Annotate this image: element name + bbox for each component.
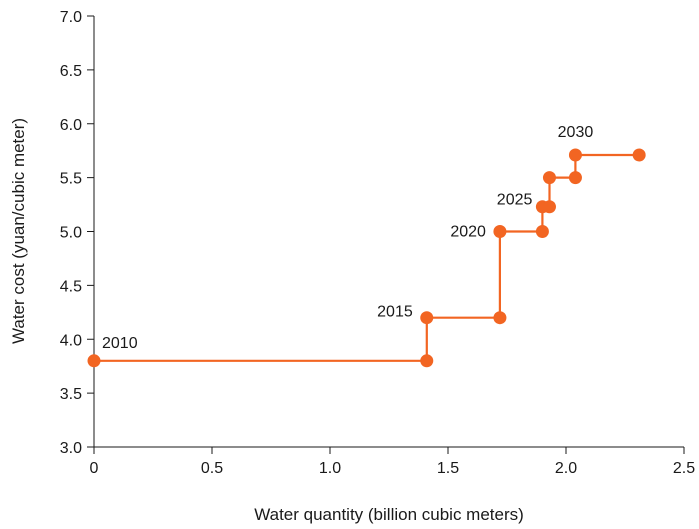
x-tick-label: 0.5 [201, 460, 223, 477]
data-point [568, 148, 582, 162]
series-line [94, 153, 640, 362]
y-tick-label: 7.0 [60, 9, 82, 26]
data-point [568, 171, 582, 185]
annotations: 2010 2015 2020 2025 2030 [102, 124, 593, 352]
series-water-cost [87, 148, 646, 368]
axes: 0 0.5 1.0 1.5 2.0 2.5 3.0 3.5 4.0 4.5 5.0 5.5 6.0 6.5… [60, 9, 695, 477]
annotation-label: 2025 [497, 192, 533, 209]
x-tick-label: 1.5 [437, 460, 459, 477]
x-tick-label: 0 [90, 460, 99, 477]
annotation-label: 2010 [102, 335, 138, 352]
x-tick-label: 2.5 [673, 460, 695, 477]
x-tick-label: 1.0 [319, 460, 341, 477]
y-tick-label: 6.0 [60, 117, 82, 134]
data-point [493, 225, 507, 238]
data-point [493, 311, 507, 325]
y-tick-label: 3.5 [60, 386, 82, 403]
y-axis-title: Water cost (yuan/cubic meter) [9, 118, 28, 344]
data-point [87, 354, 101, 368]
data-point [542, 200, 556, 214]
annotation-label: 2030 [558, 124, 594, 141]
annotation-label: 2020 [450, 224, 486, 241]
y-tick-label: 4.0 [60, 332, 82, 349]
data-point [632, 148, 646, 162]
y-tick-label: 3.0 [60, 440, 82, 457]
data-point [420, 354, 434, 368]
annotation-label: 2015 [377, 304, 413, 321]
data-point [542, 171, 556, 185]
y-tick-label: 5.0 [60, 225, 82, 242]
y-tick-label: 4.5 [60, 278, 82, 295]
data-point [535, 225, 549, 238]
y-tick-label: 6.5 [60, 63, 82, 80]
y-tick-label: 5.5 [60, 171, 82, 188]
x-axis-title: Water quantity (billion cubic meters) [254, 505, 524, 524]
data-point [420, 311, 434, 325]
x-tick-label: 2.0 [555, 460, 577, 477]
